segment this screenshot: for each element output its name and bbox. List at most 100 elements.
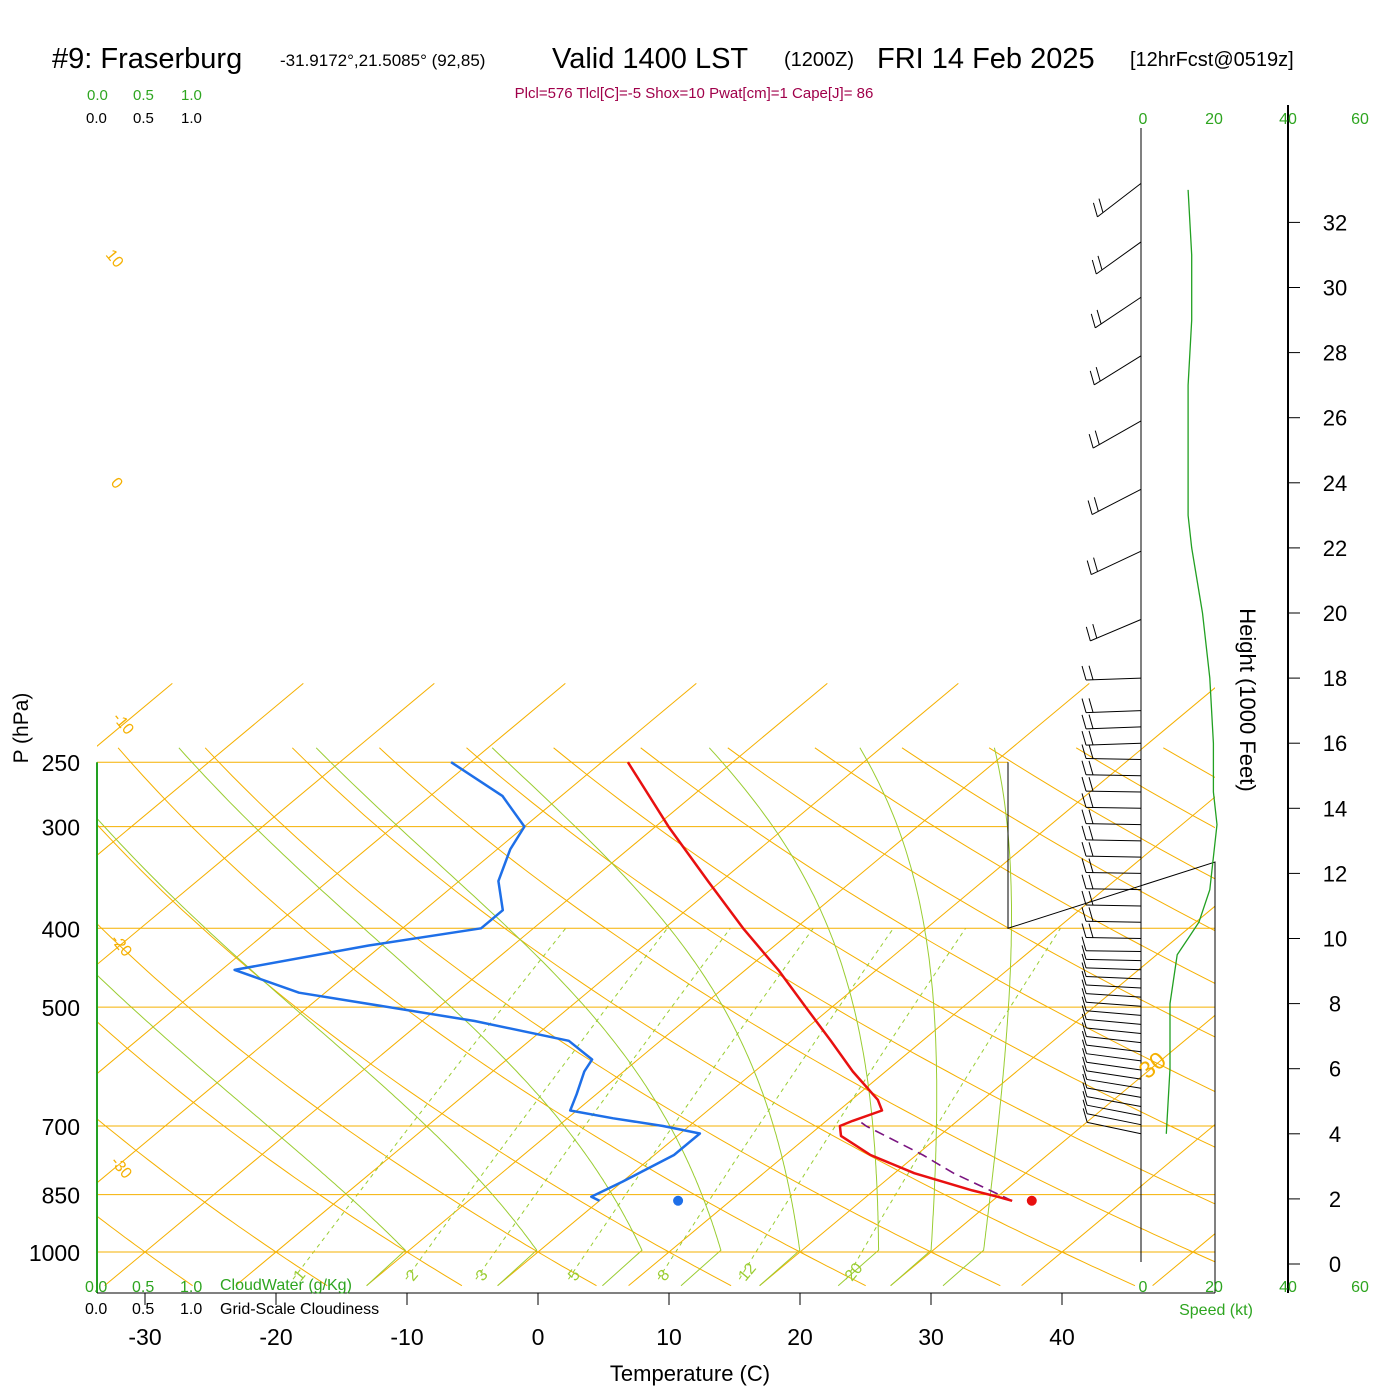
stability-indices: Plcl=576 Tlcl[C]=-5 Shox=10 Pwat[cm]=1 C…: [515, 85, 874, 102]
dry-adiabat-line: [727, 747, 1215, 1038]
parcel-trace-line: [858, 1120, 1013, 1202]
dry-adiabat-line: [291, 747, 1136, 1287]
wind-barb-flag: [1082, 1048, 1088, 1063]
height-tick-label: 30: [1323, 276, 1347, 301]
wind-barb-flag: [1081, 714, 1087, 729]
mixing-ratio-label: 12: [735, 1260, 760, 1285]
wind-barb-flag: [1082, 1091, 1088, 1106]
height-tick-label: 8: [1329, 992, 1341, 1017]
wind-speed-profile-line: [1165, 189, 1218, 1134]
wind-barb-staff: [1090, 619, 1142, 642]
isotherm-line: [1152, 1233, 1215, 1287]
dry-adiabat-line: [97, 1215, 193, 1287]
speed-tick-20: 20: [1205, 1279, 1223, 1296]
wind-barb-staff: [1095, 296, 1142, 329]
isotherm-line: [1284, 683, 1400, 1285]
wind-barb-staff: [1086, 1027, 1142, 1035]
wind-barb-flag: [1088, 665, 1094, 680]
wind-barb-staff: [1086, 1078, 1142, 1089]
wind-barb-flag: [1081, 1013, 1087, 1029]
wind-barb-staff: [1086, 1018, 1142, 1025]
wind-barb-flag: [1082, 1108, 1088, 1123]
moist-adiabat-line: [942, 747, 1012, 1287]
station-coords: -31.9172°,21.5085° (92,85): [280, 51, 485, 70]
wind-barb-flag: [1088, 698, 1094, 713]
moist-adiabat-line: [708, 747, 880, 1287]
dry-adiabat-line: [901, 747, 1215, 932]
wind-barb-staff: [1091, 550, 1142, 576]
mixing-ratio-line: [405, 927, 668, 1280]
wind-barb-flag: [1088, 874, 1094, 889]
wind-barb-flag: [1094, 430, 1100, 445]
x-tick-label: -10: [390, 1324, 423, 1350]
wind-barb-flag: [1088, 777, 1094, 792]
wind-barb-staff: [1085, 888, 1142, 891]
wind-barb-flag: [1093, 557, 1099, 572]
wind-barb-flag: [1081, 970, 1087, 986]
dry-adiabat-line: [117, 747, 866, 1287]
wind-barb-staff: [1086, 993, 1142, 998]
wind-barb-staff: [1085, 920, 1142, 923]
wind-barb-flag: [1081, 698, 1087, 713]
pressure-tick-label: 500: [42, 995, 80, 1021]
dry-adiabat-line: [1163, 747, 1215, 779]
wind-barb-flag: [1081, 923, 1087, 938]
wind-barb-staff: [1086, 958, 1142, 962]
dry-adiabat-label: 0: [107, 475, 126, 493]
height-tick-label: 28: [1323, 341, 1347, 366]
wind-barb-flag: [1088, 744, 1094, 759]
wind-barb-staff: [1086, 1044, 1142, 1053]
wind-barb-staff: [1085, 758, 1142, 760]
height-tick-label: 32: [1323, 210, 1347, 235]
wind-barb-flag: [1088, 858, 1094, 873]
speed-tick-top-20: 20: [1205, 111, 1223, 128]
wind-barb-flag: [1093, 497, 1099, 512]
wind-barb-flag: [1081, 907, 1087, 922]
wind-barb-staff: [1086, 984, 1142, 989]
wind-barb-flag: [1088, 760, 1094, 776]
x-tick-label: 20: [787, 1324, 813, 1350]
wind-barb-flag: [1081, 793, 1087, 808]
height-tick-label: 6: [1329, 1057, 1341, 1082]
moist-adiabat-line: [859, 747, 938, 1287]
wind-barb-flag: [1091, 259, 1097, 275]
height-tick-label: 24: [1323, 471, 1347, 496]
pressure-tick-label: 1000: [29, 1240, 80, 1266]
wind-barb-flag: [1082, 1082, 1088, 1097]
cloudwater-label: CloudWater (g/Kg): [220, 1277, 352, 1294]
wind-barb-staff: [1085, 904, 1142, 907]
mixing-ratio-line: [568, 928, 814, 1280]
height-tick-label: 12: [1323, 861, 1347, 886]
height-tick-label: 4: [1329, 1122, 1341, 1147]
isotherm-line: [97, 683, 304, 856]
wind-barb-flag: [1086, 560, 1092, 575]
wind-barb-staff: [1086, 1104, 1142, 1117]
wind-barb-flag: [1081, 665, 1087, 681]
height-tick-label: 14: [1323, 796, 1347, 821]
speed-tick-60: 60: [1351, 1279, 1369, 1296]
wind-barb-flag: [1088, 842, 1094, 857]
wind-barb-staff: [1087, 1121, 1142, 1135]
cloudiness-tick-top-0: 0.0: [86, 110, 107, 127]
wind-barb-staff: [1085, 774, 1142, 777]
moist-adiabat-line: [97, 817, 538, 1287]
wind-barb-flag: [1089, 370, 1095, 385]
wind-barb-staff: [1086, 1096, 1142, 1107]
wind-barb-flag: [1081, 776, 1087, 792]
wind-barb-staff: [1086, 1113, 1142, 1126]
height-tick-label: 20: [1323, 601, 1347, 626]
dry-adiabat-line: [97, 823, 732, 1287]
isotherm-line: [104, 683, 828, 1287]
wind-barb-staff: [1086, 967, 1142, 971]
height-tick-label: 22: [1323, 536, 1347, 561]
wind-barb-flag: [1082, 1099, 1088, 1114]
dry-adiabat-label: -10: [109, 710, 137, 739]
pressure-tick-label: 850: [42, 1183, 80, 1209]
dry-adiabat-line: [1075, 747, 1215, 829]
wind-barb-staff: [1085, 823, 1142, 826]
pressure-tick-label: 400: [42, 916, 80, 942]
wind-barb-flag: [1081, 809, 1087, 824]
wind-barb-flag: [1081, 1022, 1087, 1037]
wind-barb-staff: [1085, 806, 1142, 809]
station-title: #9: Fraserburg: [52, 43, 242, 75]
